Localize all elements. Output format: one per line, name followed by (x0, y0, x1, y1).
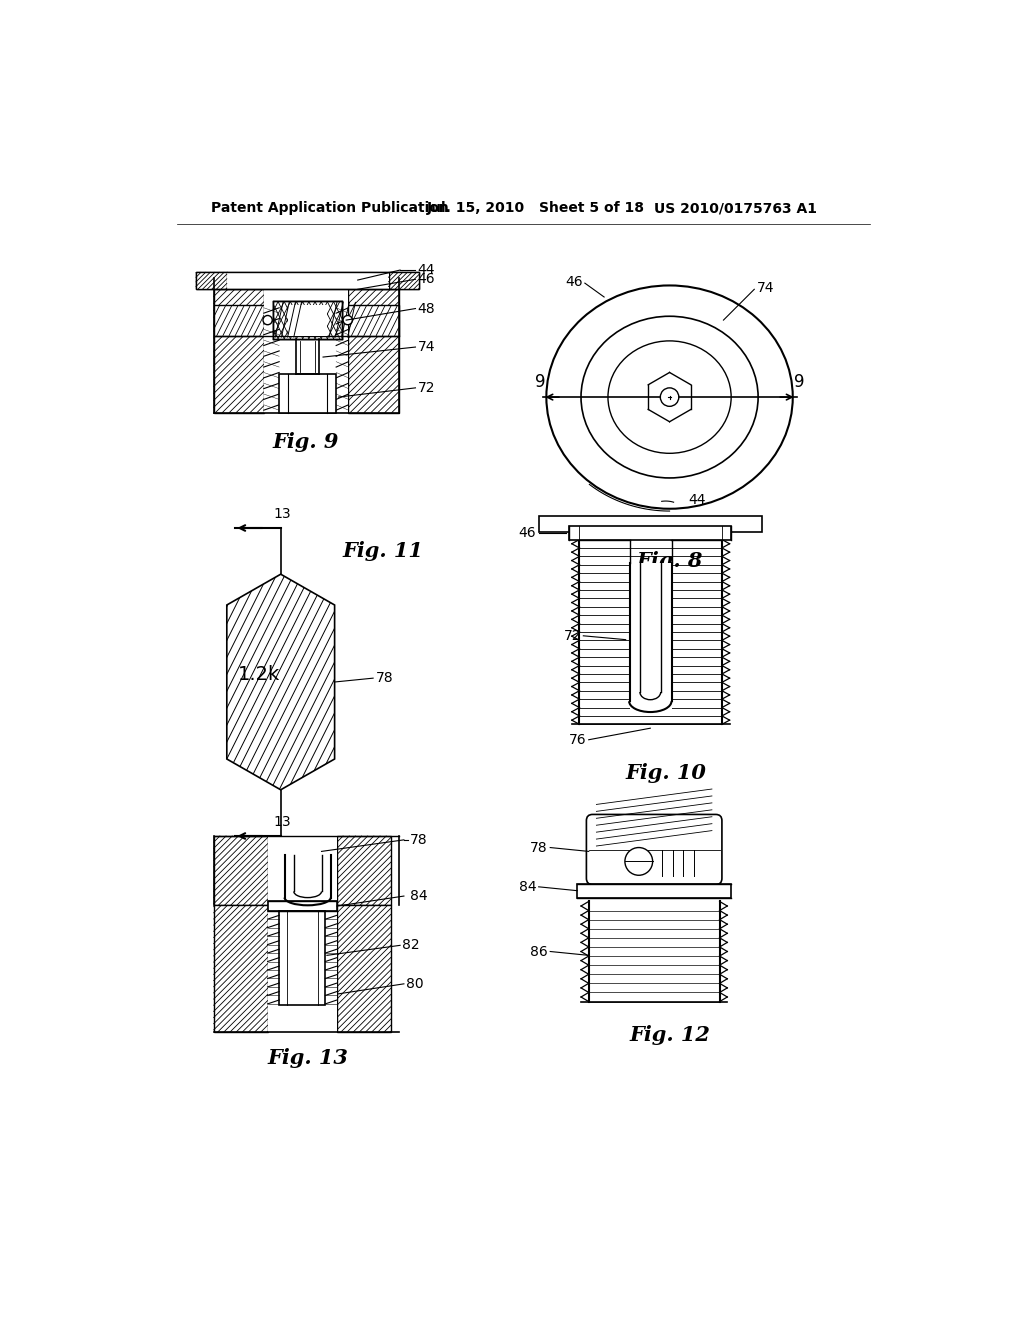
Bar (196, 272, 226, 289)
Polygon shape (273, 301, 342, 339)
Bar (289, 305, 327, 335)
Bar (337, 836, 391, 906)
Text: 76: 76 (568, 733, 587, 747)
Bar (226, 272, 388, 289)
Text: 78: 78 (410, 833, 428, 847)
Polygon shape (226, 574, 335, 789)
Bar (388, 272, 419, 289)
Bar (569, 525, 731, 540)
Text: 46: 46 (565, 275, 583, 289)
Text: US 2010/0175763 A1: US 2010/0175763 A1 (654, 202, 817, 215)
Text: 84: 84 (410, 890, 428, 903)
Text: Fig. 13: Fig. 13 (267, 1048, 348, 1068)
Text: Jul. 15, 2010: Jul. 15, 2010 (427, 202, 525, 215)
Text: 72: 72 (418, 381, 435, 395)
Text: Fig. 11: Fig. 11 (342, 541, 423, 561)
Text: Fig. 12: Fig. 12 (629, 1024, 710, 1044)
Text: 86: 86 (530, 945, 548, 958)
Bar (280, 374, 336, 412)
Text: 46: 46 (418, 272, 435, 286)
Text: 44: 44 (689, 492, 707, 507)
Bar (578, 884, 731, 898)
Text: 78: 78 (376, 671, 393, 685)
Text: 13: 13 (273, 507, 291, 521)
Text: Sheet 5 of 18: Sheet 5 of 18 (539, 202, 644, 215)
Bar (539, 516, 762, 532)
Circle shape (625, 847, 652, 875)
Polygon shape (273, 301, 342, 339)
Text: 48: 48 (418, 301, 435, 315)
Text: Fig. 8: Fig. 8 (636, 552, 702, 572)
Bar (214, 906, 267, 1032)
Polygon shape (214, 305, 264, 335)
Text: 78: 78 (530, 841, 548, 854)
Text: 9: 9 (794, 372, 804, 391)
Bar (196, 272, 419, 289)
Text: Fig. 9: Fig. 9 (273, 432, 339, 451)
Text: Patent Application Publication: Patent Application Publication (211, 202, 450, 215)
Text: 44: 44 (618, 523, 636, 537)
Bar (267, 836, 337, 1032)
FancyBboxPatch shape (587, 814, 722, 884)
Text: 72: 72 (563, 628, 581, 643)
Bar (348, 277, 398, 412)
Text: 44: 44 (418, 263, 435, 277)
Bar (264, 289, 348, 412)
Bar (280, 911, 326, 1006)
Bar (214, 277, 264, 412)
Text: 84: 84 (519, 880, 537, 894)
Circle shape (263, 315, 272, 325)
Text: 74: 74 (757, 281, 774, 294)
Bar (337, 906, 391, 1032)
Bar (267, 902, 337, 911)
Text: 74: 74 (418, 341, 435, 354)
Text: 46: 46 (519, 525, 537, 540)
Bar (214, 836, 267, 906)
Circle shape (660, 388, 679, 407)
Text: 13: 13 (273, 816, 291, 829)
Text: Fig. 10: Fig. 10 (626, 763, 707, 783)
Text: 80: 80 (407, 977, 424, 991)
Text: 82: 82 (402, 939, 420, 952)
Bar (630, 562, 672, 713)
Polygon shape (348, 305, 398, 335)
Circle shape (343, 315, 352, 325)
Text: 9: 9 (535, 372, 546, 391)
Text: 1.2k: 1.2k (239, 665, 281, 684)
